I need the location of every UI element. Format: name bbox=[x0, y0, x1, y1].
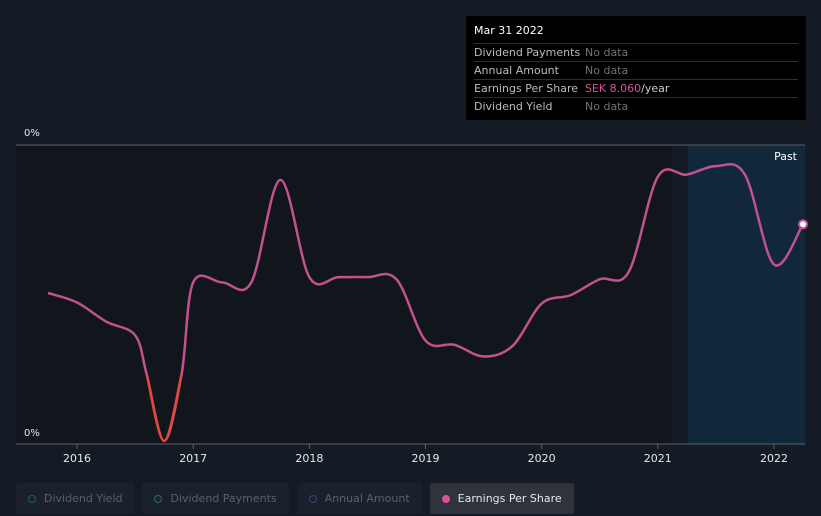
x-tick-label: 2017 bbox=[179, 452, 207, 465]
tooltip-row-dividend-payments: Dividend Payments No data bbox=[474, 43, 798, 61]
chart-legend: Dividend Yield Dividend Payments Annual … bbox=[16, 483, 574, 514]
eps-current-point[interactable] bbox=[798, 219, 808, 230]
tooltip-label: Dividend Yield bbox=[474, 100, 553, 113]
tooltip-label: Dividend Payments bbox=[474, 46, 581, 59]
tooltip-row-eps: Earnings Per Share SEK 8.060/year bbox=[474, 79, 798, 97]
y-axis-top-label: 0% bbox=[24, 128, 40, 139]
eps-negative-segment bbox=[145, 374, 183, 443]
legend-dot-icon bbox=[28, 494, 36, 503]
x-tick-label: 2022 bbox=[760, 452, 788, 465]
tooltip-value: No data bbox=[585, 46, 629, 59]
legend-dividend-payments[interactable]: Dividend Payments bbox=[142, 483, 289, 514]
tooltip-label: Annual Amount bbox=[474, 64, 559, 77]
x-axis-ticks: 2016 2017 2018 2019 2020 2021 2022 bbox=[63, 444, 788, 465]
tooltip-unit: /year bbox=[641, 82, 670, 95]
tooltip-label: Earnings Per Share bbox=[474, 82, 579, 95]
legend-dot-icon bbox=[308, 494, 317, 503]
legend-annual-amount[interactable]: Annual Amount bbox=[296, 483, 422, 514]
past-band-highlight bbox=[688, 145, 805, 444]
data-tooltip: Mar 31 2022 Dividend Payments No data An… bbox=[466, 16, 806, 120]
tooltip-row-annual-amount: Annual Amount No data bbox=[474, 61, 798, 79]
tooltip-value-eps: SEK 8.060 bbox=[585, 82, 642, 95]
legend-earnings-per-share[interactable]: Earnings Per Share bbox=[429, 483, 574, 514]
x-tick-label: 2019 bbox=[412, 452, 440, 465]
past-label: Past bbox=[774, 150, 798, 163]
legend-label: Dividend Yield bbox=[44, 492, 123, 505]
legend-label: Annual Amount bbox=[324, 492, 410, 505]
y-axis-bottom-label: 0% bbox=[24, 428, 40, 439]
x-tick-label: 2020 bbox=[528, 452, 556, 465]
x-tick-label: 2016 bbox=[63, 452, 91, 465]
x-tick-label: 2018 bbox=[295, 452, 323, 465]
past-region bbox=[16, 145, 672, 444]
legend-dividend-yield[interactable]: Dividend Yield bbox=[16, 483, 135, 514]
tooltip-value: No data bbox=[585, 64, 629, 77]
tooltip-value: No data bbox=[585, 100, 629, 113]
x-tick-label: 2021 bbox=[644, 452, 672, 465]
tooltip-row-dividend-yield: Dividend Yield No data bbox=[474, 97, 798, 115]
legend-label: Dividend Payments bbox=[170, 492, 277, 505]
tooltip-date: Mar 31 2022 bbox=[474, 24, 544, 37]
legend-label: Earnings Per Share bbox=[457, 492, 562, 505]
legend-dot-icon bbox=[154, 494, 163, 503]
legend-dot-icon bbox=[441, 494, 450, 503]
